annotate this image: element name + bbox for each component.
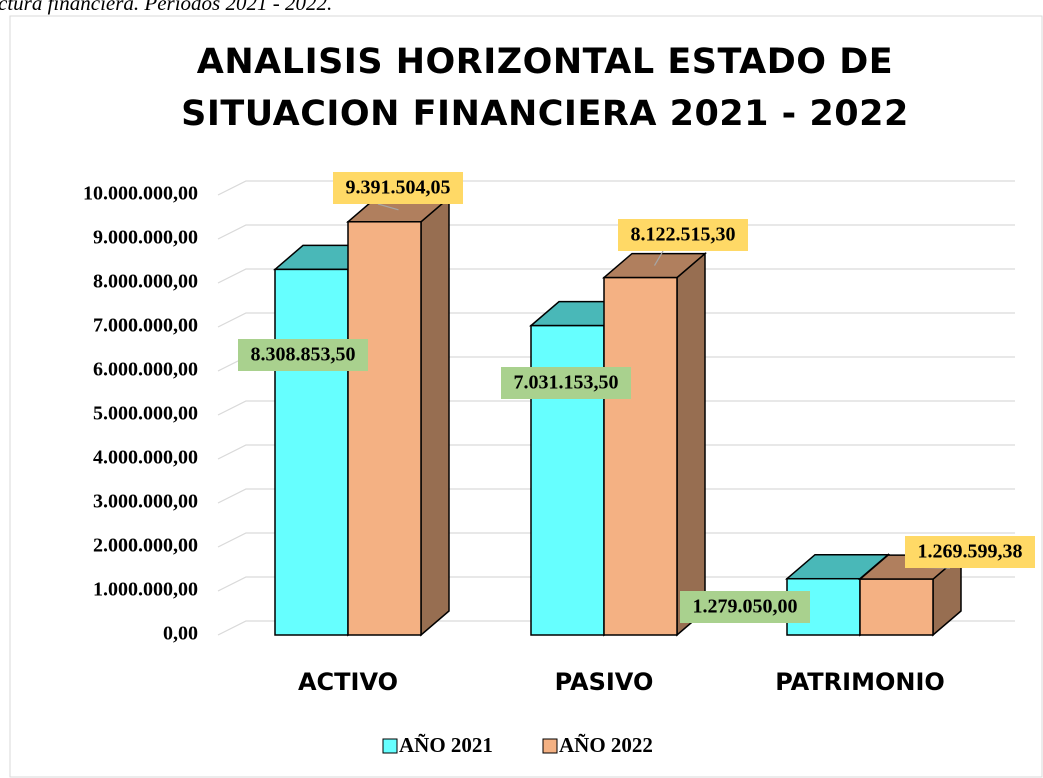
chart-title: ANALISIS HORIZONTAL ESTADO DE SITUACION … [181, 42, 909, 134]
leader-line [377, 203, 399, 211]
grid-line [217, 224, 1015, 240]
grid-line [217, 532, 1015, 548]
x-tick-label: ACTIVO [298, 668, 398, 696]
grid-line [217, 488, 1015, 504]
y-tick-label: 4.000.000,00 [93, 447, 198, 469]
grid-line [217, 444, 1015, 460]
chart-border [9, 15, 1043, 778]
y-tick-label: 10.000.000,00 [83, 183, 198, 205]
data-label-box [238, 339, 368, 371]
caption: ctura financiera. Periodos 2021 - 2022. [0, 0, 332, 15]
data-label: 9.391.504,05 [346, 177, 451, 199]
bar [603, 276, 678, 636]
y-tick-label: 9.000.000,00 [93, 227, 198, 249]
legend-label: AÑO 2022 [559, 733, 653, 757]
data-label: 1.279.050,00 [693, 596, 798, 618]
bar [859, 578, 934, 636]
grid-line [217, 400, 1015, 416]
data-label-box [680, 591, 810, 623]
grid-line [217, 576, 1015, 592]
y-tick-label: 8.000.000,00 [93, 271, 198, 293]
data-label-box [333, 172, 463, 204]
bar-side [420, 196, 450, 637]
data-label: 8.308.853,50 [251, 344, 356, 366]
y-tick-label: 6.000.000,00 [93, 359, 198, 381]
grid-line [217, 312, 1015, 328]
data-label-box [501, 367, 631, 399]
leader-line [653, 250, 664, 266]
y-tick-label: 7.000.000,00 [93, 315, 198, 337]
y-tick-label: 1.000.000,00 [93, 579, 198, 601]
legend-swatch [382, 738, 398, 754]
y-tick-label: 0,00 [163, 623, 198, 645]
x-tick-label: PATRIMONIO [775, 668, 945, 696]
data-label: 1.269.599,38 [918, 541, 1023, 563]
data-label-box [618, 219, 748, 251]
bar [274, 268, 349, 636]
grid-line [217, 180, 1015, 196]
y-tick-label: 5.000.000,00 [93, 403, 198, 425]
x-tick-label: PASIVO [555, 668, 654, 696]
bar-side [676, 251, 706, 637]
grid-line [217, 268, 1015, 284]
data-label-box [905, 536, 1035, 568]
legend-swatch [542, 738, 558, 754]
bar [347, 221, 422, 636]
data-label: 8.122.515,30 [631, 224, 736, 246]
data-label: 7.031.153,50 [514, 372, 619, 394]
y-tick-label: 2.000.000,00 [93, 535, 198, 557]
legend-label: AÑO 2021 [399, 733, 493, 757]
y-tick-label: 3.000.000,00 [93, 491, 198, 513]
